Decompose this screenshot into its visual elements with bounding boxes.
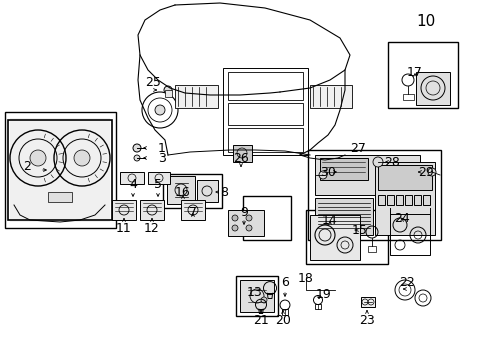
Text: 6: 6 [281,276,288,289]
Circle shape [261,297,266,303]
Bar [314,155,419,195]
Bar [402,94,413,100]
Bar [307,150,440,240]
Bar [377,165,431,190]
Bar [236,276,278,316]
Bar [309,215,359,260]
Bar [314,198,372,235]
Bar [112,200,136,220]
Bar [377,195,384,205]
Circle shape [74,150,90,166]
Bar [167,176,195,204]
Text: 25: 25 [145,77,161,90]
Text: 22: 22 [398,276,414,289]
Bar [120,172,143,184]
Circle shape [133,144,141,152]
Text: 7: 7 [189,206,197,219]
Bar [395,195,402,205]
Text: 10: 10 [415,14,435,30]
Bar [148,172,170,184]
Text: 3: 3 [158,152,165,165]
Text: 5: 5 [154,179,162,192]
Circle shape [231,225,238,231]
Text: 13: 13 [246,287,263,300]
Bar [309,85,351,108]
Text: 9: 9 [240,206,247,219]
Bar [374,162,434,235]
Text: 30: 30 [320,166,335,179]
Bar [227,103,303,125]
Text: 23: 23 [358,314,374,327]
Bar [386,195,393,205]
Bar [48,192,72,202]
Bar [240,280,273,312]
Circle shape [163,86,172,94]
Circle shape [134,155,140,161]
Bar [389,214,429,255]
Text: 27: 27 [349,141,365,154]
Text: 18: 18 [298,271,313,284]
Bar [387,42,457,108]
Text: 8: 8 [220,185,227,198]
Bar [232,145,251,162]
Circle shape [155,105,164,115]
Bar [413,195,420,205]
Bar [8,120,112,220]
Text: 4: 4 [129,179,137,192]
Text: 1: 1 [158,141,165,154]
Text: 29: 29 [417,166,433,179]
Bar [404,195,411,205]
Circle shape [319,223,329,233]
Bar [281,309,288,315]
Text: 19: 19 [315,288,331,302]
Text: 12: 12 [144,221,160,234]
Circle shape [349,223,359,233]
Circle shape [318,171,326,179]
Circle shape [231,215,238,221]
Bar [243,196,290,240]
Bar [175,85,218,108]
Text: 17: 17 [406,66,422,78]
Text: 14: 14 [322,213,337,226]
Bar [227,128,303,152]
Bar [223,68,307,155]
Bar [163,174,222,208]
Text: 15: 15 [351,224,367,237]
Circle shape [372,157,382,167]
Text: 16: 16 [175,185,190,198]
Bar [140,200,163,220]
Bar [164,90,172,97]
Bar [367,246,375,252]
Bar [305,210,387,264]
Text: 24: 24 [393,211,409,225]
Bar [422,195,429,205]
Bar [314,304,320,309]
Bar [5,112,116,228]
Circle shape [334,223,345,233]
Bar [360,297,374,307]
Circle shape [245,225,251,231]
Bar [227,210,264,236]
Text: 2: 2 [23,161,31,174]
Bar [319,158,367,180]
Circle shape [245,215,251,221]
Text: 21: 21 [253,314,268,327]
Bar [415,72,449,105]
Text: 26: 26 [233,152,248,165]
Text: 20: 20 [274,314,290,327]
Bar [10,118,110,222]
Text: 28: 28 [383,156,399,168]
Circle shape [30,150,46,166]
Text: 11: 11 [116,221,132,234]
Bar [227,72,303,100]
Circle shape [427,168,435,176]
Bar [197,180,218,202]
Bar [181,200,204,220]
